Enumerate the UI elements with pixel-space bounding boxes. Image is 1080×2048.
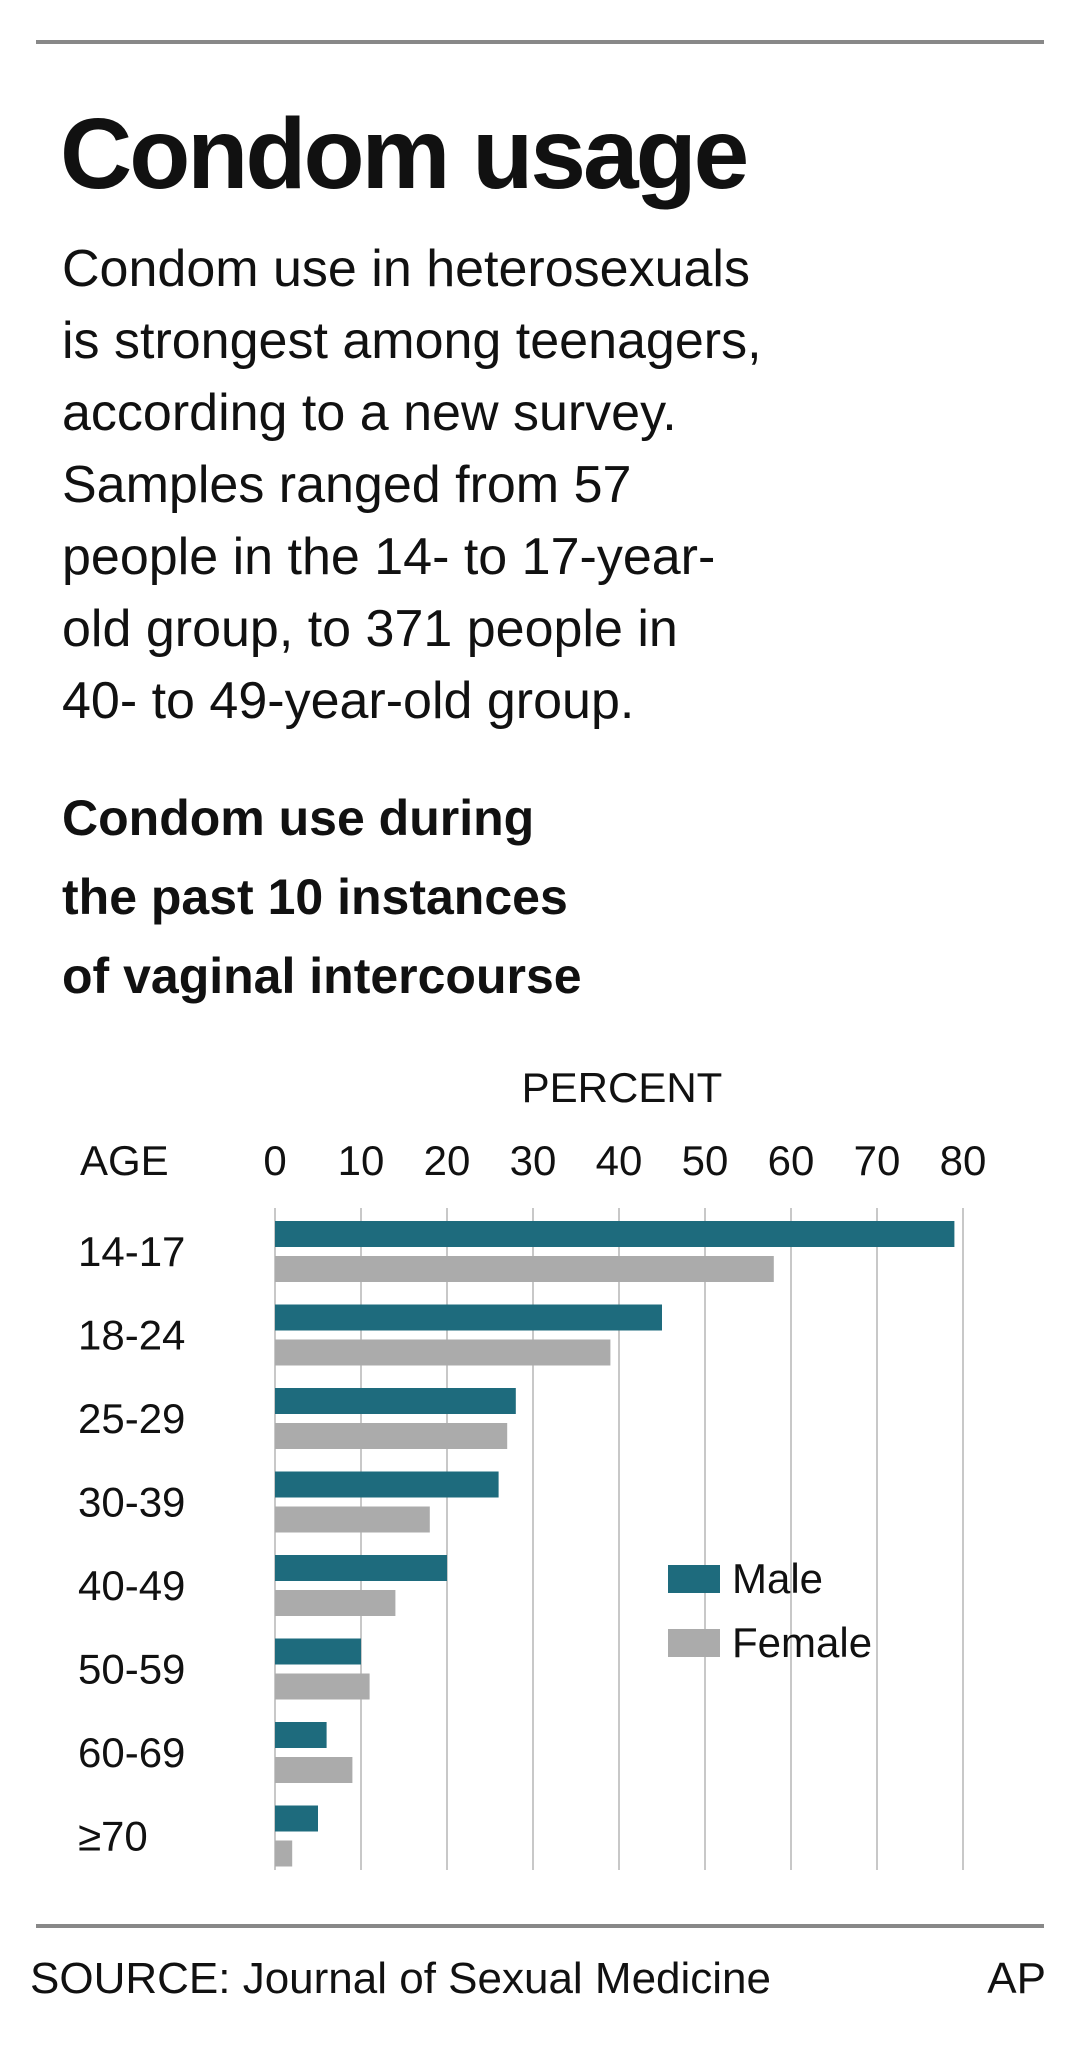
bar bbox=[275, 1555, 447, 1581]
y-tick-label: 18-24 bbox=[78, 1312, 185, 1359]
bar bbox=[275, 1590, 396, 1616]
bar bbox=[275, 1221, 955, 1247]
bar bbox=[275, 1423, 508, 1449]
x-axis-label: PERCENT bbox=[522, 1064, 723, 1111]
chart-subtitle-line: Condom use during bbox=[62, 790, 534, 846]
credit: AP bbox=[987, 1954, 1046, 2003]
bar bbox=[275, 1757, 353, 1783]
bar bbox=[275, 1805, 318, 1832]
bar bbox=[275, 1388, 516, 1414]
y-tick-label: 60-69 bbox=[78, 1729, 185, 1776]
legend-swatch bbox=[668, 1629, 720, 1657]
subtitle-line: old group, to 371 people in bbox=[62, 600, 678, 658]
x-tick-label: 40 bbox=[596, 1137, 643, 1184]
chart-subtitle-line: of vaginal intercourse bbox=[62, 948, 582, 1004]
y-tick-label: ≥70 bbox=[78, 1813, 148, 1860]
subtitle-line: Samples ranged from 57 bbox=[62, 456, 631, 514]
x-tick-label: 60 bbox=[768, 1137, 815, 1184]
legend-label: Female bbox=[732, 1619, 872, 1666]
bar bbox=[275, 1506, 430, 1533]
chart-title: Condom usage bbox=[60, 98, 747, 210]
y-tick-label: 30-39 bbox=[78, 1479, 185, 1526]
bar bbox=[275, 1840, 293, 1867]
subtitle-line: according to a new survey. bbox=[62, 384, 677, 442]
legend-swatch bbox=[668, 1565, 720, 1593]
x-tick-label: 50 bbox=[682, 1137, 729, 1184]
subtitle-line: 40- to 49-year-old group. bbox=[62, 672, 634, 730]
x-tick-label: 30 bbox=[510, 1137, 557, 1184]
bar bbox=[275, 1471, 499, 1498]
y-tick-label: 50-59 bbox=[78, 1646, 185, 1693]
bar bbox=[275, 1722, 327, 1748]
bar bbox=[275, 1638, 361, 1665]
y-tick-label: 40-49 bbox=[78, 1562, 185, 1609]
subtitle-line: people in the 14- to 17-year- bbox=[62, 528, 715, 586]
bar bbox=[275, 1673, 370, 1700]
bar bbox=[275, 1304, 662, 1331]
bar bbox=[275, 1256, 774, 1282]
y-tick-label: 25-29 bbox=[78, 1395, 185, 1442]
subtitle-line: Condom use in heterosexuals bbox=[62, 240, 750, 298]
bar bbox=[275, 1339, 611, 1366]
subtitle-line: is strongest among teenagers, bbox=[62, 312, 762, 370]
x-tick-label: 0 bbox=[263, 1137, 286, 1184]
source: SOURCE: Journal of Sexual Medicine bbox=[30, 1954, 771, 2003]
y-axis-label: AGE bbox=[80, 1137, 169, 1184]
x-tick-label: 10 bbox=[338, 1137, 385, 1184]
x-tick-label: 80 bbox=[940, 1137, 987, 1184]
x-tick-label: 70 bbox=[854, 1137, 901, 1184]
legend-label: Male bbox=[732, 1555, 823, 1602]
x-tick-label: 20 bbox=[424, 1137, 471, 1184]
y-tick-label: 14-17 bbox=[78, 1228, 185, 1275]
chart-subtitle-line: the past 10 instances bbox=[62, 869, 568, 925]
